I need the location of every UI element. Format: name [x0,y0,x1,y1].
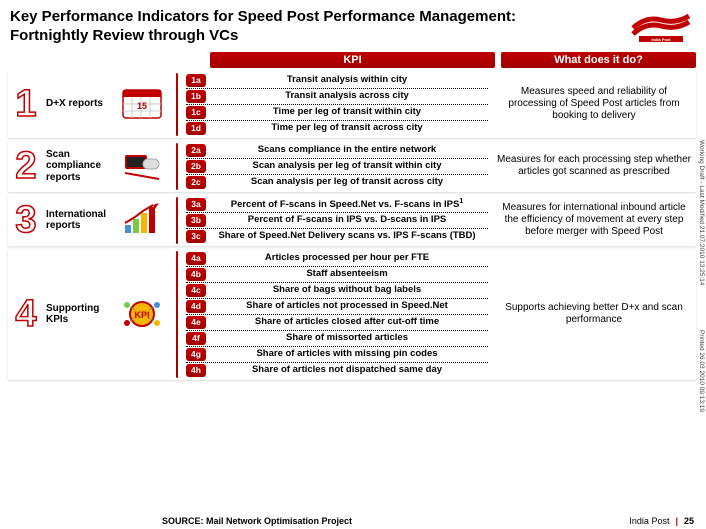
kpi-row: 4bStaff absenteeism [186,267,488,283]
svg-text:15: 15 [137,101,147,111]
kpi-text: Share of articles with missing pin codes [206,349,488,359]
section-description: Supports achieving better D+x and scan p… [492,249,696,380]
header-kpi: KPI [210,52,495,68]
svg-text:KPI: KPI [134,310,149,320]
kpi-code: 2b [186,160,206,173]
kpi-row: 4gShare of articles with missing pin cod… [186,347,488,363]
kpi-code: 4d [186,300,206,313]
section-illustration: 15 [112,71,172,138]
kpi-code: 2a [186,144,206,157]
kpi-code: 3a [186,198,206,211]
kpi-code: 4a [186,252,206,265]
kpi-text: Transit analysis within city [206,75,488,85]
footer-source: SOURCE: Mail Network Optimisation Projec… [162,516,352,526]
kpi-code: 3c [186,230,206,243]
separator [176,73,178,136]
kpi-list: 3aPercent of F-scans in Speed.Net vs. F-… [182,195,492,246]
section-illustration [112,195,172,246]
kpi-row: 4hShare of articles not dispatched same … [186,363,488,378]
kpi-text: Percent of F-scans in IPS vs. D-scans in… [206,215,488,225]
kpi-row: 2cScan analysis per leg of transit acros… [186,175,488,190]
kpi-text: Transit analysis across city [206,91,488,101]
section-label: Scan compliance reports [44,141,112,192]
section-description: Measures speed and reliability of proces… [492,71,696,138]
kpi-text: Share of articles closed after cut-off t… [206,317,488,327]
kpi-row: 3bPercent of F-scans in IPS vs. D-scans … [186,213,488,229]
svg-text:India Post: India Post [651,37,671,42]
kpi-row: 1cTime per leg of transit within city [186,105,488,121]
kpi-text: Percent of F-scans in Speed.Net vs. F-sc… [206,198,488,211]
kpi-text: Scan analysis per leg of transit within … [206,161,488,171]
section-description: Measures for international inbound artic… [492,195,696,246]
header-what: What does it do? [501,52,696,68]
section-number: 3 [8,195,44,246]
section-illustration [112,141,172,192]
section-number: 2 [8,141,44,192]
kpi-text: Share of articles not processed in Speed… [206,301,488,311]
footer-page: 25 [684,516,694,526]
section-label: Supporting KPIs [44,249,112,380]
kpi-row: 4fShare of missorted articles [186,331,488,347]
kpi-row: 4dShare of articles not processed in Spe… [186,299,488,315]
kpi-row: 4aArticles processed per hour per FTE [186,251,488,267]
footer-divider: | [675,516,678,526]
side-meta-2: Printed 26.03.2010 09:13:19 [698,330,705,412]
section-number: 4 [8,249,44,380]
section-3: 3International reports 3aPercent of F-sca… [8,195,696,246]
kpi-code: 4c [186,284,206,297]
kpi-text: Staff absenteeism [206,269,488,279]
column-headers: KPI What does it do? [210,52,696,68]
kpi-text: Time per leg of transit across city [206,123,488,133]
side-meta-1: Working Draft - Last Modified 21.07.2010… [698,140,705,286]
kpi-text: Share of Speed.Net Delivery scans vs. IP… [206,231,488,241]
kpi-row: 3aPercent of F-scans in Speed.Net vs. F-… [186,197,488,213]
kpi-text: Scan analysis per leg of transit across … [206,177,488,187]
kpi-row: 2bScan analysis per leg of transit withi… [186,159,488,175]
kpi-code: 4f [186,332,206,345]
section-label: D+X reports [44,71,112,138]
section-number: 1 [8,71,44,138]
kpi-text: Time per leg of transit within city [206,107,488,117]
india-post-logo: India Post [626,6,696,46]
section-label: International reports [44,195,112,246]
kpi-row: 1aTransit analysis within city [186,73,488,89]
kpi-code: 4b [186,268,206,281]
kpi-text: Share of missorted articles [206,333,488,343]
kpi-row: 2aScans compliance in the entire network [186,143,488,159]
section-description: Measures for each processing step whethe… [492,141,696,192]
kpi-code: 4e [186,316,206,329]
kpi-row: 4eShare of articles closed after cut-off… [186,315,488,331]
kpi-code: 4g [186,348,206,361]
kpi-text: Share of bags without bag labels [206,285,488,295]
kpi-list: 2aScans compliance in the entire network… [182,141,492,192]
kpi-code: 4h [186,364,206,377]
section-4: 4Supporting KPIs KPI 4aArticles processed … [8,249,696,380]
kpi-code: 2c [186,176,206,189]
kpi-code: 1b [186,90,206,103]
kpi-text: Scans compliance in the entire network [206,145,488,155]
kpi-code: 1c [186,106,206,119]
section-2: 2Scan compliance reports 2aScans complian… [8,141,696,192]
kpi-row: 4cShare of bags without bag labels [186,283,488,299]
kpi-list: 1aTransit analysis within city1bTransit … [182,71,492,138]
kpi-row: 1bTransit analysis across city [186,89,488,105]
section-1: 1D+X reports 15 1aTransit analysis within … [8,71,696,138]
page-title: Key Performance Indicators for Speed Pos… [0,0,560,48]
kpi-code: 1d [186,122,206,135]
separator [176,197,178,244]
footer-org: India Post [629,516,669,526]
separator [176,251,178,378]
kpi-code: 3b [186,214,206,227]
kpi-code: 1a [186,74,206,87]
kpi-row: 3cShare of Speed.Net Delivery scans vs. … [186,229,488,244]
kpi-text: Articles processed per hour per FTE [206,253,488,263]
section-illustration: KPI [112,249,172,380]
kpi-text: Share of articles not dispatched same da… [206,365,488,375]
separator [176,143,178,190]
kpi-list: 4aArticles processed per hour per FTE4bS… [182,249,492,380]
kpi-row: 1dTime per leg of transit across city [186,121,488,136]
footer: SOURCE: Mail Network Optimisation Projec… [0,516,706,526]
